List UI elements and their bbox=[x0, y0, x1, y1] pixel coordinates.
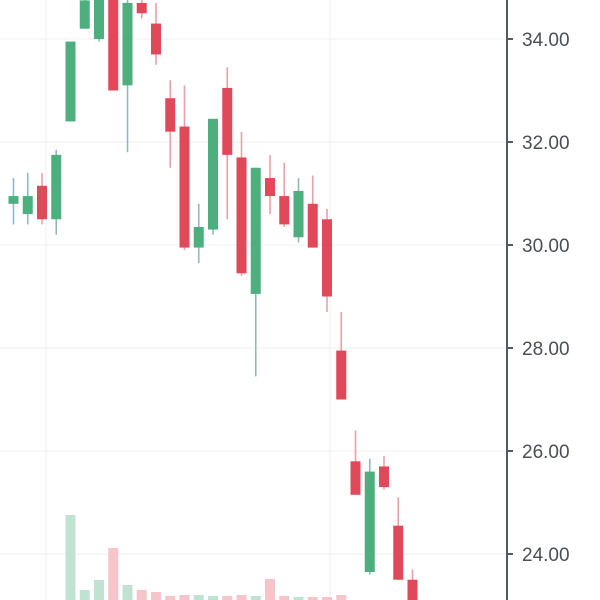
y-tick-label-0: 34.00 bbox=[522, 30, 570, 51]
candle-body-0 bbox=[8, 196, 19, 204]
candle-28 bbox=[407, 569, 418, 600]
volume-bar-18 bbox=[265, 579, 275, 600]
candle-16 bbox=[236, 131, 247, 276]
volume-bar-16 bbox=[236, 595, 247, 600]
volume-bar-7 bbox=[108, 548, 119, 600]
candle-15 bbox=[222, 67, 233, 220]
candle-20 bbox=[293, 178, 304, 243]
candle-26 bbox=[379, 456, 389, 490]
candle-body-23 bbox=[336, 350, 347, 400]
candle-body-10 bbox=[151, 23, 161, 55]
candle-body-12 bbox=[179, 126, 190, 248]
y-tick-label-5: 24.00 bbox=[522, 545, 570, 566]
y-axis-ticks: 34.00 32.00 30.00 28.00 26.00 24.00 bbox=[507, 30, 570, 566]
candles bbox=[8, 0, 418, 600]
candle-body-27 bbox=[393, 525, 404, 580]
candle-9 bbox=[136, 0, 147, 19]
candle-19 bbox=[279, 162, 290, 227]
candle-2 bbox=[37, 172, 47, 225]
candle-body-7 bbox=[108, 0, 119, 91]
candle-body-21 bbox=[307, 203, 318, 248]
candle-23 bbox=[336, 311, 347, 400]
volume-bar-19 bbox=[279, 596, 290, 600]
candle-12 bbox=[179, 85, 190, 251]
volume-bar-20 bbox=[293, 597, 304, 600]
candle-body-13 bbox=[193, 226, 204, 248]
candle-8 bbox=[122, 0, 133, 153]
volume-bar-21 bbox=[307, 597, 318, 600]
candle-21 bbox=[307, 175, 318, 248]
volume-bar-14 bbox=[208, 596, 218, 600]
volume-bar-12 bbox=[179, 595, 190, 600]
y-tick-label-4: 26.00 bbox=[522, 442, 570, 463]
candle-body-6 bbox=[94, 0, 104, 40]
candle-body-8 bbox=[122, 2, 133, 86]
volume-bar-15 bbox=[222, 596, 233, 600]
candle-body-28 bbox=[407, 579, 418, 600]
candle-17 bbox=[250, 167, 261, 377]
candle-25 bbox=[364, 458, 375, 575]
candle-14 bbox=[208, 118, 218, 235]
volume-bar-10 bbox=[151, 592, 161, 600]
candle-body-24 bbox=[350, 461, 361, 495]
candle-6 bbox=[94, 0, 104, 42]
volume-bars bbox=[65, 515, 347, 600]
candle-body-9 bbox=[136, 2, 147, 14]
candle-1 bbox=[22, 172, 33, 225]
candle-3 bbox=[51, 149, 62, 235]
candle-0 bbox=[8, 178, 19, 225]
candle-7 bbox=[108, 0, 119, 91]
candle-body-14 bbox=[208, 118, 218, 230]
candle-10 bbox=[151, 2, 161, 65]
candle-body-15 bbox=[222, 87, 233, 155]
candle-body-1 bbox=[22, 196, 33, 215]
volume-bar-13 bbox=[193, 595, 204, 600]
grid bbox=[0, 0, 507, 600]
candle-body-18 bbox=[265, 178, 275, 197]
volume-bar-8 bbox=[122, 585, 133, 600]
candle-body-3 bbox=[51, 154, 62, 220]
y-tick-label-2: 30.00 bbox=[522, 236, 570, 257]
candle-22 bbox=[322, 208, 332, 312]
volume-bar-22 bbox=[322, 597, 332, 600]
candle-body-20 bbox=[293, 190, 304, 238]
candle-body-19 bbox=[279, 196, 290, 225]
candle-24 bbox=[350, 430, 361, 495]
candle-27 bbox=[393, 497, 404, 580]
volume-bar-23 bbox=[336, 595, 347, 600]
volume-bar-17 bbox=[250, 596, 261, 600]
candle-body-11 bbox=[165, 98, 176, 132]
candle-body-2 bbox=[37, 185, 47, 220]
volume-bar-6 bbox=[94, 580, 104, 600]
candle-body-17 bbox=[250, 167, 261, 294]
candle-11 bbox=[165, 80, 176, 168]
candle-body-4 bbox=[65, 41, 76, 122]
volume-bar-5 bbox=[79, 590, 90, 600]
candle-18 bbox=[265, 154, 275, 215]
candle-body-25 bbox=[364, 471, 375, 573]
candle-5 bbox=[79, 0, 90, 29]
candle-body-26 bbox=[379, 466, 389, 488]
volume-bar-9 bbox=[136, 590, 147, 600]
candle-4 bbox=[65, 41, 76, 122]
volume-bar-4 bbox=[65, 515, 76, 600]
y-tick-label-1: 32.00 bbox=[522, 133, 570, 154]
volume-bar-11 bbox=[165, 596, 176, 600]
candle-13 bbox=[193, 203, 204, 264]
candle-body-22 bbox=[322, 219, 332, 297]
candle-body-16 bbox=[236, 157, 247, 274]
y-tick-label-3: 28.00 bbox=[522, 339, 570, 360]
candle-body-5 bbox=[79, 0, 90, 29]
